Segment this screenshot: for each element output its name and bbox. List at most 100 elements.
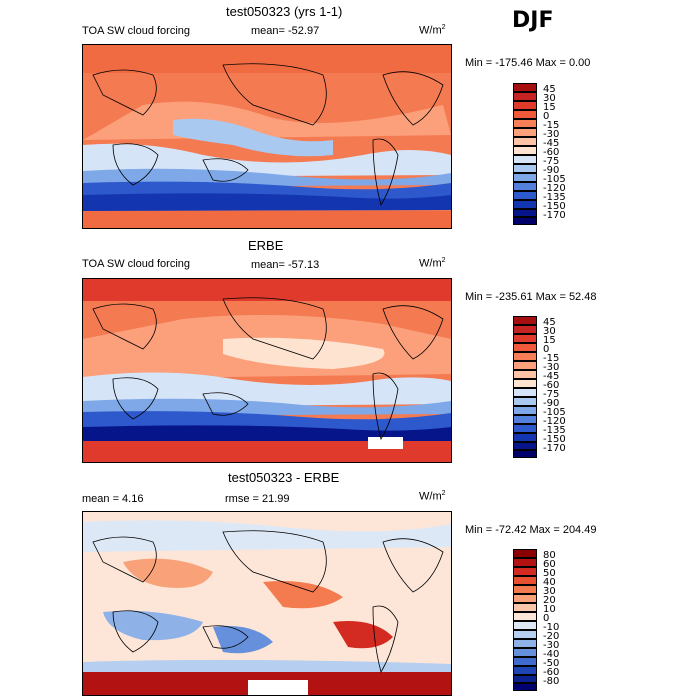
p1-cb-15 [513, 217, 537, 225]
p3-cb-1 [513, 558, 537, 567]
p3-coast-2 [222, 530, 327, 593]
p2-tick-5: -30 [543, 362, 560, 373]
p3-tick-4: 30 [543, 586, 556, 597]
p2-tick-10: -105 [543, 407, 566, 418]
p1-tick-6: -45 [543, 138, 560, 149]
p2-tick-3: 0 [543, 344, 550, 355]
panel3-title: test050323 - ERBE [228, 470, 340, 485]
p2-north [83, 279, 451, 301]
p1-coast-2 [222, 63, 327, 126]
panel3-units: W/m2 [419, 490, 446, 503]
p3-missing-patch [248, 680, 308, 695]
p3-coast-6 [202, 625, 249, 649]
p3-cb-12 [513, 657, 537, 666]
p2-tick-7: -60 [543, 380, 560, 391]
panel3-minmax: Min = -72.42 Max = 204.49 [465, 524, 597, 536]
p3-tick-10: -30 [543, 640, 560, 651]
p1-tick-7: -60 [543, 147, 560, 158]
p2-south [83, 441, 451, 462]
p3-tick-3: 40 [543, 577, 556, 588]
p2-cb-7 [513, 379, 537, 388]
p1-cb-13 [513, 200, 537, 209]
p2-cb-12 [513, 424, 537, 433]
p1-cb-0 [513, 83, 537, 92]
p2-cb-10 [513, 406, 537, 415]
p2-cb-14 [513, 442, 537, 450]
p2-coast-4 [372, 372, 399, 441]
p3-cb-8 [513, 621, 537, 630]
p3-cb-7 [513, 612, 537, 621]
p2-cb-8 [513, 388, 537, 397]
p1-cb-14 [513, 209, 537, 217]
panel2-minmax: Min = -235.61 Max = 52.48 [465, 291, 597, 303]
p1-tick-0: 45 [543, 84, 556, 95]
p3-cb-11 [513, 648, 537, 657]
panel3-mean: mean = 4.16 [82, 493, 144, 505]
panel1-mean: mean= -52.97 [251, 25, 320, 37]
p2-cb-2 [513, 334, 537, 343]
p1-tick-2: 15 [543, 102, 556, 113]
panel2-map [82, 278, 452, 463]
p3-cb-14 [513, 675, 537, 683]
panel3-rmse: rmse = 21.99 [225, 493, 290, 505]
p2-cb-5 [513, 361, 537, 370]
panel1-title: test050323 (yrs 1-1) [226, 4, 343, 19]
p2-tick-4: -15 [543, 353, 560, 364]
p3-cb-6 [513, 603, 537, 612]
panel1-colorbar [513, 83, 537, 225]
panel2-map-field [83, 279, 451, 462]
p2-tick-2: 15 [543, 335, 556, 346]
p2-cb-4 [513, 352, 537, 361]
p1-tick-3: 0 [543, 111, 550, 122]
p1-south [83, 211, 451, 228]
p1-tick-12: -135 [543, 192, 566, 203]
p3-tick-6: 10 [543, 604, 556, 615]
p3-cool1 [103, 610, 203, 641]
panel3-map [82, 511, 452, 696]
p1-cb-8 [513, 155, 537, 164]
p3-tick-9: -20 [543, 631, 560, 642]
p2-coast-2 [222, 297, 327, 360]
p3-tick-14: -80 [543, 676, 560, 687]
p3-coast-1 [92, 536, 157, 583]
p2-tick-14: -170 [543, 443, 566, 454]
p3-cool2 [213, 626, 273, 654]
panel1-map-field [83, 45, 451, 228]
panel3-map-field [83, 512, 451, 695]
p3-tick-12: -50 [543, 658, 560, 669]
panel1-map [82, 44, 452, 229]
p3-tick-11: -40 [543, 649, 560, 660]
p3-cb-4 [513, 585, 537, 594]
p3-cb-0 [513, 549, 537, 558]
season-label: DJF [512, 8, 554, 33]
p1-band3 [83, 193, 451, 211]
p1-coast-5 [112, 143, 159, 186]
p2-missing-patch [368, 437, 403, 449]
p1-cb-4 [513, 119, 537, 128]
p3-warm2 [263, 581, 343, 609]
p3-tick-5: 20 [543, 595, 556, 606]
p3-tick-1: 60 [543, 559, 556, 570]
p1-cb-10 [513, 173, 537, 182]
p3-cb-15 [513, 683, 537, 691]
p2-tick-6: -45 [543, 371, 560, 382]
p1-coast-3 [382, 71, 444, 126]
p1-warmpool [173, 118, 333, 157]
panel2-title: ERBE [248, 238, 284, 253]
p2-cb-1 [513, 325, 537, 334]
p1-tick-8: -75 [543, 156, 560, 167]
p3-coast-4 [372, 605, 399, 674]
p3-tick-8: -10 [543, 622, 560, 633]
p2-cb-11 [513, 415, 537, 424]
p1-cb-2 [513, 101, 537, 110]
p1-coast-6 [202, 158, 249, 182]
p2-cb-15 [513, 450, 537, 458]
panel2-colorbar [513, 316, 537, 458]
p2-pacific [223, 337, 385, 369]
p3-cb-5 [513, 594, 537, 603]
p1-tick-1: 30 [543, 93, 556, 104]
p1-subtropics [83, 143, 451, 177]
panel1-units: W/m2 [419, 24, 446, 37]
p2-coast-3 [382, 305, 444, 360]
p2-tick-0: 45 [543, 317, 556, 328]
